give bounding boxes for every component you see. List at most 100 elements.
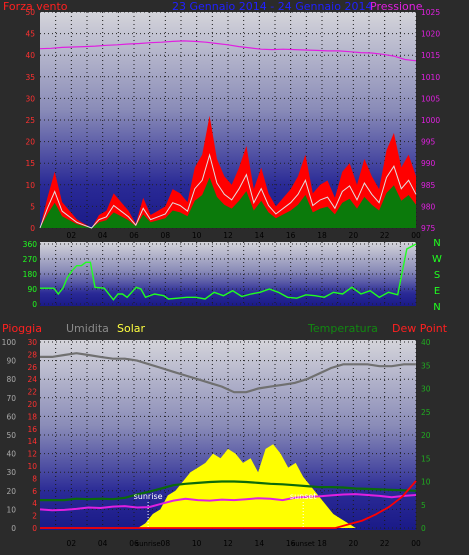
y-tick-label: 22 xyxy=(27,388,37,397)
y-tick-label: 90 xyxy=(6,357,16,366)
x-tick-label: 16 xyxy=(286,231,296,240)
solar-label: Solar xyxy=(117,322,146,335)
x-tick-label: 22 xyxy=(380,539,390,548)
humidity-line xyxy=(40,352,416,394)
y-tick-label: 30 xyxy=(27,338,37,347)
y-tick-label: 20 xyxy=(27,400,37,409)
y-tick-label: 990 xyxy=(421,159,436,168)
x-tick-label: 08 xyxy=(161,539,171,548)
y-tick-label: 0 xyxy=(32,524,37,533)
y-tick-label: 30 xyxy=(6,468,16,477)
x-tick-label: 14 xyxy=(255,231,265,240)
y-tick-label: 35 xyxy=(421,361,431,370)
rain-label: Pioggia xyxy=(2,322,42,335)
x-tick-label: 08 xyxy=(161,231,171,240)
x-tick-label: 12 xyxy=(223,231,233,240)
y-tick-label: 2 xyxy=(32,512,37,521)
wind-average-area xyxy=(40,177,416,228)
y-tick-label: 26 xyxy=(27,363,37,372)
y-tick-label: 1020 xyxy=(421,30,440,39)
wind-mean-line xyxy=(39,153,417,229)
temperature-label: Temperatura xyxy=(307,322,378,335)
y-tick-label: 20 xyxy=(25,138,35,147)
y-tick-label: 180 xyxy=(23,270,38,279)
y-tick-label: 985 xyxy=(421,181,436,190)
x-tick-label: 12 xyxy=(223,539,233,548)
y-tick-label: 4 xyxy=(32,499,37,508)
y-tick-label: 1000 xyxy=(421,116,440,125)
compass-label: N xyxy=(433,238,440,249)
sunrise-label: sunrise xyxy=(134,492,163,501)
y-tick-label: 20 xyxy=(421,431,431,440)
pressure-line xyxy=(39,40,417,62)
y-tick-label: 90 xyxy=(27,285,37,294)
x-tick-label: 04 xyxy=(98,539,108,548)
y-tick-label: 0 xyxy=(30,224,35,233)
dewpoint-line xyxy=(39,493,417,512)
y-tick-label: 995 xyxy=(421,138,436,147)
y-tick-label: 10 xyxy=(6,505,16,514)
y-tick-label: 0 xyxy=(32,300,37,309)
sunset-label: sunset xyxy=(290,492,317,501)
compass-label: E xyxy=(434,286,440,297)
y-tick-label: 5 xyxy=(421,501,426,510)
y-tick-label: 12 xyxy=(27,450,37,459)
y-tick-label: 15 xyxy=(421,454,431,463)
y-tick-label: 5 xyxy=(30,202,35,211)
x-tick-label: 18 xyxy=(317,539,327,548)
temperature-line xyxy=(40,480,417,502)
compass-label: N xyxy=(433,302,440,313)
y-tick-label: 50 xyxy=(25,8,35,17)
y-tick-label: 30 xyxy=(421,385,431,394)
y-tick-label: 45 xyxy=(25,30,35,39)
sunset-axis-label: sunset xyxy=(292,540,315,548)
x-tick-label: 02 xyxy=(67,231,77,240)
y-tick-label: 14 xyxy=(27,437,37,446)
y-tick-label: 10 xyxy=(25,181,35,190)
x-tick-label: 18 xyxy=(317,231,327,240)
compass-label: W xyxy=(432,254,442,265)
y-tick-label: 80 xyxy=(6,375,16,384)
wind-direction-line xyxy=(40,243,417,301)
y-tick-label: 25 xyxy=(25,116,35,125)
x-tick-label: 20 xyxy=(349,539,359,548)
y-tick-label: 30 xyxy=(25,94,35,103)
x-tick-label: 04 xyxy=(98,231,108,240)
date-range: 23 Gennaio 2014 - 24 Gennaio 2014 xyxy=(172,0,372,13)
y-tick-label: 40 xyxy=(6,450,16,459)
y-tick-label: 40 xyxy=(25,51,35,60)
y-tick-label: 10 xyxy=(27,462,37,471)
y-tick-label: 40 xyxy=(421,338,431,347)
y-tick-label: 16 xyxy=(27,425,37,434)
y-tick-label: 35 xyxy=(25,73,35,82)
x-tick-label: 10 xyxy=(192,231,202,240)
y-tick-label: 100 xyxy=(2,338,17,347)
rain-line xyxy=(40,480,417,529)
x-tick-label: 22 xyxy=(380,231,390,240)
x-tick-label: 00 xyxy=(411,539,421,548)
solar-area xyxy=(40,444,416,528)
y-tick-label: 60 xyxy=(6,412,16,421)
x-tick-label: 06 xyxy=(129,231,139,240)
y-tick-label: 6 xyxy=(32,487,37,496)
x-tick-label: 06 xyxy=(129,539,139,548)
y-tick-label: 24 xyxy=(27,375,37,384)
dewpoint-label: Dew Point xyxy=(392,322,448,335)
y-tick-label: 20 xyxy=(6,487,16,496)
y-tick-label: 1025 xyxy=(421,8,440,17)
sunrise-axis-label: sunrise xyxy=(135,540,160,548)
x-tick-label: 20 xyxy=(349,231,359,240)
humidity-label: Umidita xyxy=(66,322,109,335)
x-tick-label: 16 xyxy=(286,539,296,548)
pressure-label: Pressione xyxy=(370,0,423,13)
y-tick-label: 1015 xyxy=(421,51,440,60)
y-tick-label: 18 xyxy=(27,412,37,421)
compass-label: S xyxy=(434,270,440,281)
y-tick-label: 28 xyxy=(27,350,37,359)
y-tick-label: 1005 xyxy=(421,94,440,103)
y-tick-label: 1010 xyxy=(421,73,440,82)
wind-label: Forza vento xyxy=(3,0,68,13)
wind-gust-area xyxy=(40,115,416,228)
y-tick-label: 360 xyxy=(23,240,38,249)
